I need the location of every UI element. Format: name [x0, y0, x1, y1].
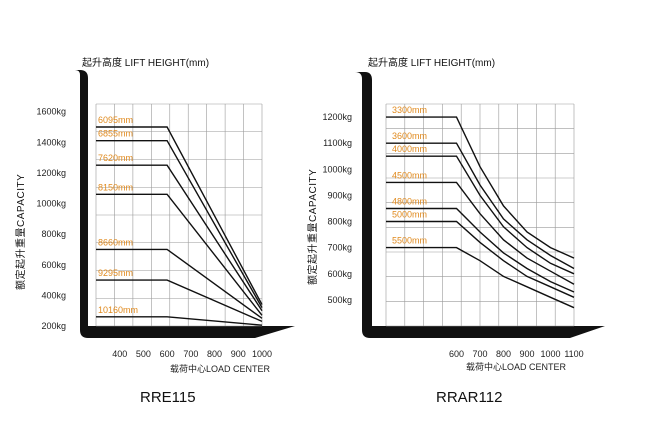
series-lines	[96, 126, 263, 326]
series-label: 4500mm	[392, 170, 427, 180]
y-tick-label: 1200kg	[322, 112, 352, 122]
series-line	[96, 126, 263, 305]
grid	[385, 103, 575, 327]
x-tick-label: 900	[231, 349, 246, 359]
series-line	[386, 220, 575, 298]
y-tick-label: 800kg	[327, 217, 352, 227]
x-tick-label: 600	[160, 349, 175, 359]
series-line	[386, 142, 575, 270]
y-tick-label: 800kg	[41, 229, 66, 239]
fork-silhouette	[36, 70, 295, 338]
series-line	[386, 246, 575, 309]
series-label: 7620mm	[98, 153, 133, 163]
y-tick-label: 700kg	[327, 243, 352, 253]
y-tick-label: 1200kg	[36, 168, 66, 178]
series-line	[96, 139, 263, 308]
y-tick-label: 500kg	[327, 295, 352, 305]
y-tick-labels: 200kg 400kg 600kg 800kg 1000kg 1200kg 1400kg 16…	[36, 107, 66, 331]
series-line	[386, 181, 575, 285]
series-label: 10160mm	[98, 305, 138, 315]
series-label: 8150mm	[98, 182, 133, 192]
model-name: RRE115	[140, 389, 196, 406]
series-label: 6855mm	[98, 129, 133, 139]
y-tick-label: 1000kg	[322, 164, 352, 174]
x-tick-label: 700	[183, 349, 198, 359]
x-tick-label: 400	[112, 349, 127, 359]
chart-rrar112: 起升高度 LIFT HEIGHT(mm) 3300mm 3600mm 4000mm 4…	[306, 56, 605, 406]
x-tick-label: 700	[472, 349, 487, 359]
x-tick-labels: 600 700 800 900 1000 1100	[449, 349, 584, 359]
x-tick-label: 900	[519, 349, 534, 359]
y-tick-label: 1000kg	[36, 199, 66, 209]
model-name: RRAR112	[436, 389, 502, 406]
chart-title: 起升高度 LIFT HEIGHT(mm)	[82, 56, 209, 69]
series-label: 8660mm	[98, 237, 133, 247]
series-line	[386, 207, 575, 293]
series-label: 5000mm	[392, 210, 427, 220]
x-tick-label: 1000	[540, 349, 560, 359]
x-tick-label: 1000	[252, 349, 272, 359]
y-tick-label: 1600kg	[36, 107, 66, 117]
y-tick-label: 400kg	[41, 290, 66, 300]
x-tick-label: 800	[207, 349, 222, 359]
series-lines	[386, 116, 575, 309]
y-tick-label: 600kg	[41, 260, 66, 270]
x-axis-label: 载荷中心LOAD CENTER	[466, 361, 567, 372]
series-label: 3600mm	[392, 131, 427, 141]
series-line	[386, 155, 575, 275]
chart-title: 起升高度 LIFT HEIGHT(mm)	[368, 56, 495, 69]
x-axis-label: 载荷中心LOAD CENTER	[170, 363, 271, 374]
grid	[95, 103, 263, 327]
y-axis-label: 额定起升重量CAPACITY	[306, 169, 319, 285]
series-line	[96, 193, 263, 316]
series-label: 3300mm	[392, 105, 427, 115]
series-line	[96, 279, 263, 323]
series-labels: 6095mm 6855mm 7620mm 8150mm 8660mm 9295mm 1016…	[98, 115, 138, 315]
y-tick-label: 1400kg	[36, 137, 66, 147]
series-label: 6095mm	[98, 115, 133, 125]
chart-rre115: 起升高度 LIFT HEIGHT(mm) 6095mm 6855mm 7620mm 8…	[14, 56, 295, 406]
y-tick-label: 1100kg	[323, 138, 352, 148]
series-label: 4800mm	[392, 196, 427, 206]
y-axis-label: 额定起升重量CAPACITY	[14, 174, 27, 290]
x-tick-label: 800	[496, 349, 511, 359]
series-line	[96, 248, 263, 319]
series-label: 9295mm	[98, 268, 133, 278]
y-tick-label: 600kg	[327, 269, 352, 279]
series-labels: 3300mm 3600mm 4000mm 4500mm 4800mm 5000mm 5500…	[392, 105, 427, 246]
series-line	[386, 116, 575, 259]
y-tick-label: 200kg	[41, 321, 66, 331]
fork-silhouette	[320, 72, 605, 338]
x-tick-labels: 400 500 600 700 800 900 1000	[112, 349, 272, 359]
series-label: 5500mm	[392, 236, 427, 246]
y-tick-label: 900kg	[327, 190, 352, 200]
x-tick-label: 500	[136, 349, 151, 359]
y-tick-labels: 500kg 600kg 700kg 800kg 900kg 1000kg 1100kg 120…	[322, 112, 352, 305]
x-tick-label: 1100	[564, 349, 583, 359]
series-line	[96, 164, 263, 312]
x-tick-label: 600	[449, 349, 464, 359]
series-label: 4000mm	[392, 144, 427, 154]
series-line	[96, 316, 263, 326]
